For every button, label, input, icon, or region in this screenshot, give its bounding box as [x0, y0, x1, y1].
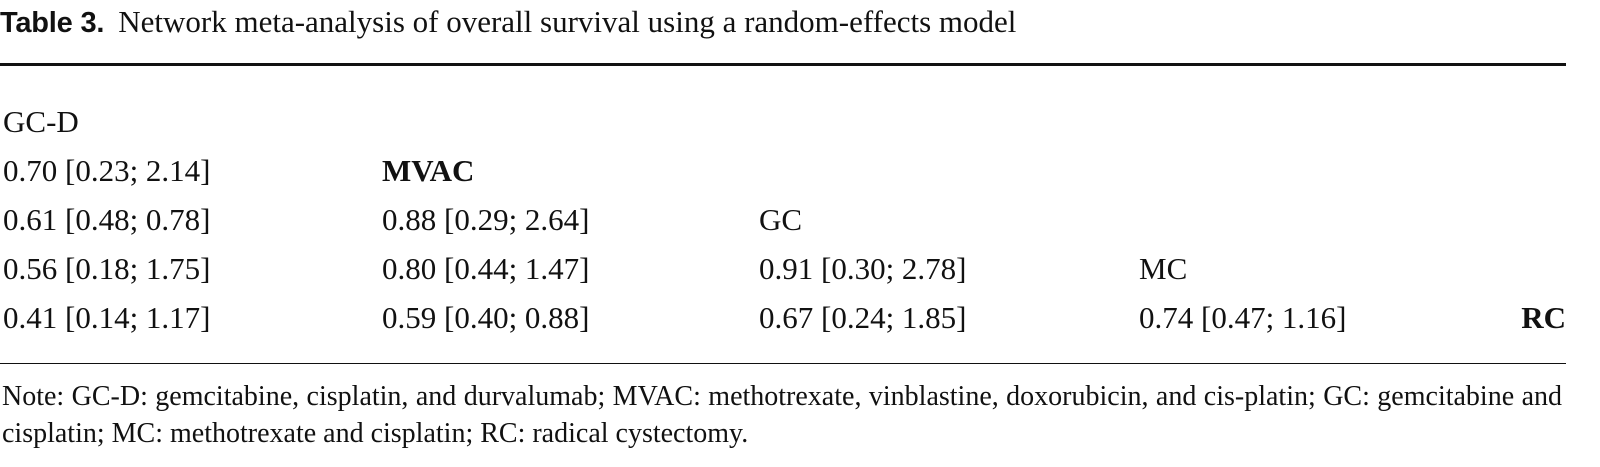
- table-cell: [756, 97, 1136, 146]
- meta-analysis-table: GC-D 0.70 [0.23; 2.14] MVAC 0.61 [0.48; …: [0, 97, 1566, 342]
- table-cell: [1136, 97, 1472, 146]
- table-cell: GC-D: [3, 103, 79, 139]
- table-cell: 0.70 [0.23; 2.14]: [3, 152, 211, 188]
- table-cell: [1136, 195, 1472, 244]
- table-cell: [1472, 97, 1566, 146]
- table-cell: 0.41 [0.14; 1.17]: [3, 299, 211, 335]
- table-cell: MVAC: [382, 152, 475, 188]
- table-row: 0.61 [0.48; 0.78] 0.88 [0.29; 2.64] GC: [0, 195, 1566, 244]
- caption-label: Table 3.: [0, 7, 105, 39]
- table-cell: 0.61 [0.48; 0.78]: [3, 201, 211, 237]
- table-cell: [1136, 146, 1472, 195]
- table-cell: 0.74 [0.47; 1.16]: [1139, 299, 1347, 335]
- table-cell: [1472, 195, 1566, 244]
- table-row: 0.56 [0.18; 1.75] 0.80 [0.44; 1.47] 0.91…: [0, 244, 1566, 293]
- table-row: GC-D: [0, 97, 1566, 146]
- table-cell: 0.88 [0.29; 2.64]: [382, 201, 590, 237]
- table-row: 0.70 [0.23; 2.14] MVAC: [0, 146, 1566, 195]
- table-caption: Table 3. Network meta-analysis of overall…: [0, 2, 1560, 48]
- table-row: 0.41 [0.14; 1.17] 0.59 [0.40; 0.88] 0.67…: [0, 293, 1566, 342]
- table-cell: GC: [759, 201, 803, 237]
- table-cell: 0.56 [0.18; 1.75]: [3, 250, 211, 286]
- bottom-rule: [0, 363, 1566, 364]
- table-cell: RC: [1521, 299, 1566, 335]
- table-cell: 0.59 [0.40; 0.88]: [382, 299, 590, 335]
- table-cell: MC: [1139, 250, 1188, 286]
- table-cell: [1472, 244, 1566, 293]
- table-cell: 0.67 [0.24; 1.85]: [759, 299, 967, 335]
- table-note: Note: GC-D: gemcitabine, cisplatin, and …: [2, 381, 1562, 449]
- table-cell: 0.80 [0.44; 1.47]: [382, 250, 590, 286]
- table-cell: 0.91 [0.30; 2.78]: [759, 250, 967, 286]
- table-cell: [1472, 146, 1566, 195]
- table-cell: [379, 97, 756, 146]
- caption-text: Network meta-analysis of overall surviva…: [118, 4, 1017, 39]
- table-cell: [756, 146, 1136, 195]
- top-rule: [0, 63, 1566, 66]
